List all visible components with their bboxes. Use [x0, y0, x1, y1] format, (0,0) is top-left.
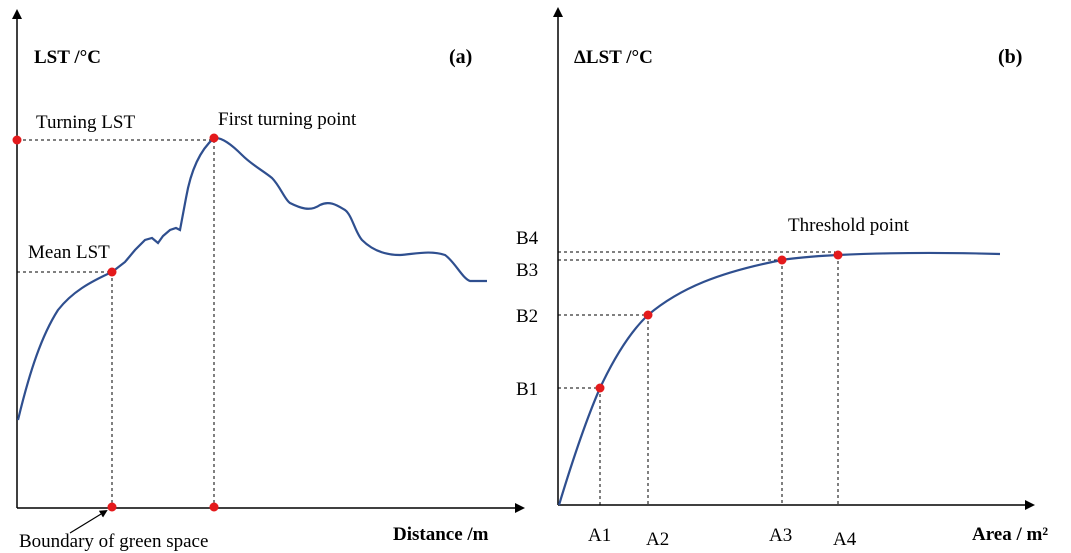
point-a1-b1: [595, 383, 605, 393]
panel-b-delta-lst-curve: [557, 251, 1001, 506]
y-tick-b1: B1: [516, 379, 538, 400]
first-turning-point-label: First turning point: [218, 109, 357, 130]
x-tick-a2: A2: [646, 529, 669, 550]
turning-distance-point: [209, 502, 219, 512]
y-tick-b4: B4: [516, 228, 539, 249]
panel-b-y-axis-label: ΔLST /°C: [574, 47, 653, 68]
mean-lst-label: Mean LST: [28, 242, 110, 263]
panel-b-tag: (b): [998, 46, 1022, 68]
x-tick-a4: A4: [833, 529, 857, 550]
threshold-point: [833, 250, 843, 260]
point-a2-b2: [643, 310, 653, 320]
point-a3-b3: [777, 255, 787, 265]
boundary-label: Boundary of green space: [19, 531, 208, 552]
y-tick-b2: B2: [516, 306, 538, 327]
panel-a-guides: [17, 139, 215, 508]
boundary-arrow: [69, 509, 108, 534]
mean-lst-point: [107, 267, 117, 277]
threshold-label: Threshold point: [788, 215, 910, 236]
x-tick-a3: A3: [769, 525, 792, 546]
panel-a-y-axis-label: LST /°C: [34, 47, 101, 68]
panel-b-x-axis-label: Area / m²: [972, 524, 1048, 545]
panel-b-guides: [558, 251, 839, 505]
x-tick-a1: A1: [588, 525, 611, 546]
turning-lst-point: [12, 135, 22, 145]
panel-a: LST /°C (a) Turning LST First turning po…: [12, 9, 525, 552]
panel-a-lst-curve: [16, 136, 487, 421]
y-tick-b3: B3: [516, 260, 538, 281]
first-turning-point: [209, 133, 219, 143]
turning-lst-label: Turning LST: [36, 112, 135, 133]
boundary-point: [107, 502, 117, 512]
panel-b: ΔLST /°C (b) Threshold point B4 B3 B2 B1…: [516, 7, 1048, 550]
panel-a-tag: (a): [449, 46, 472, 68]
panel-a-x-axis-label: Distance /m: [393, 524, 489, 545]
